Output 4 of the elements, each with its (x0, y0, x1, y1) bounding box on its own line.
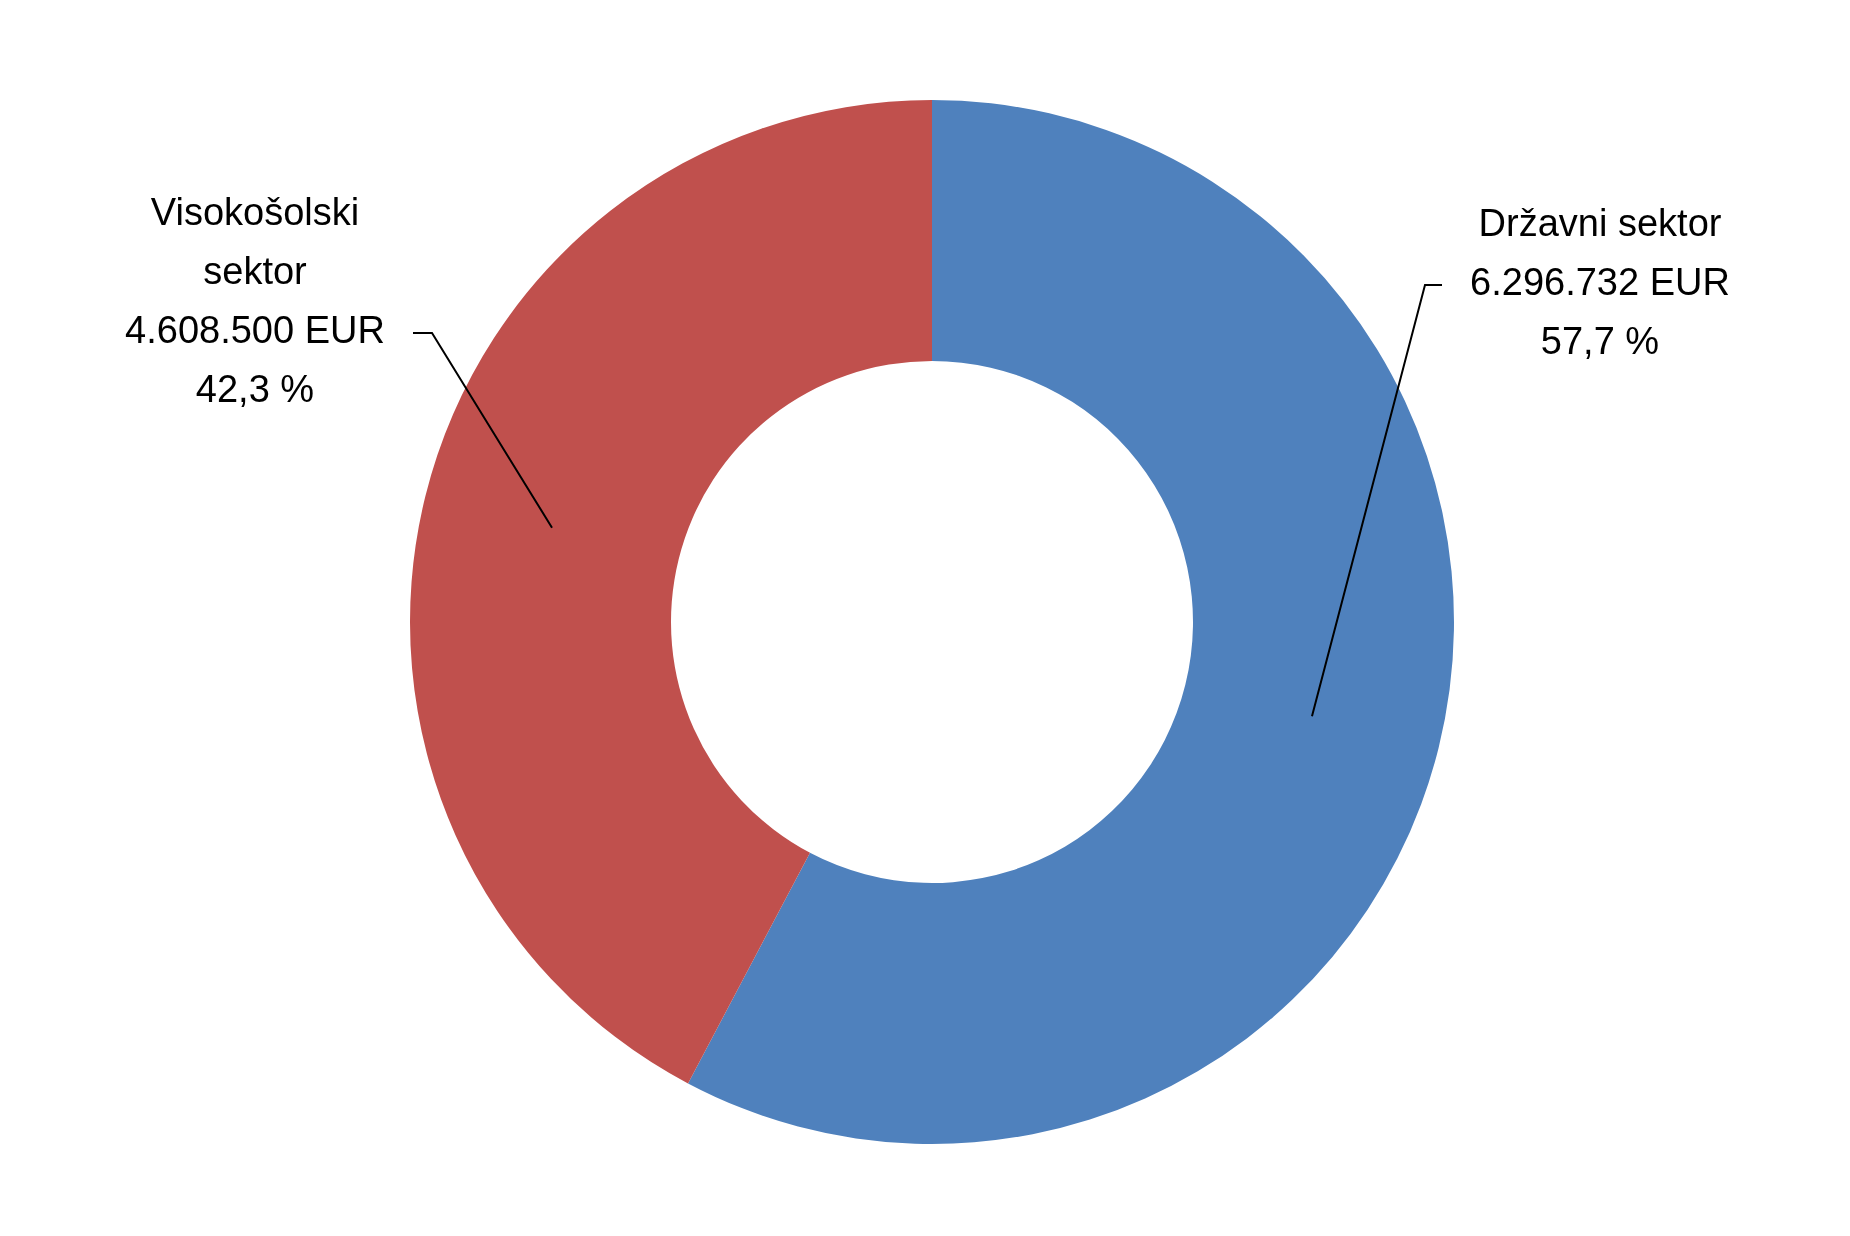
slice-label: Državni sektor (1478, 202, 1722, 245)
data-label: 4.608.500 EUR 42,3 % (125, 309, 385, 411)
slice-label: Visokošolski sektor (150, 191, 360, 293)
data-label: 6.296.732 EUR 57,7 % (1470, 261, 1730, 363)
